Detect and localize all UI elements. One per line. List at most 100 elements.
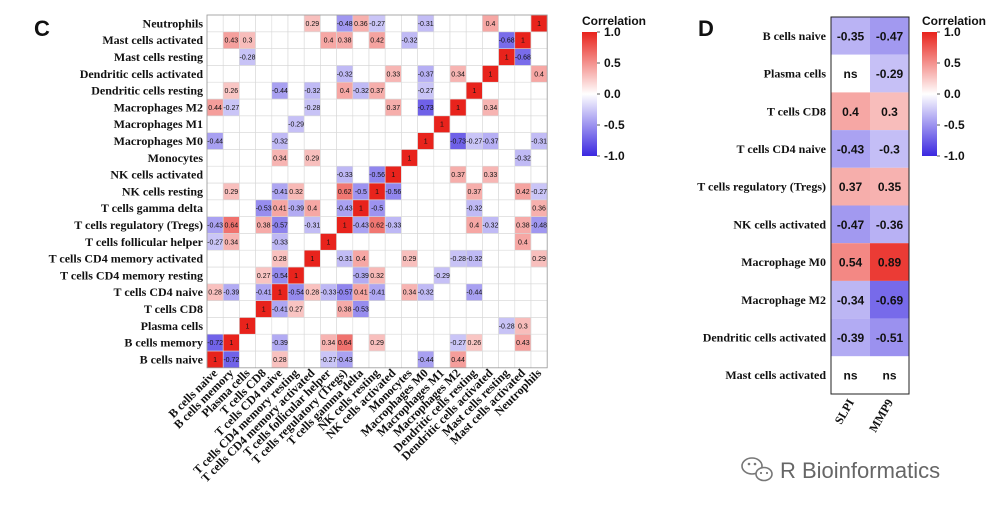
cell-value-label: -0.54 (272, 273, 288, 280)
cell-value-label: -0.31 (418, 21, 434, 28)
cell-value-label: ns (843, 67, 857, 81)
heatmap-cell (433, 98, 451, 117)
heatmap-cell (498, 149, 516, 167)
heatmap-cell (498, 199, 516, 217)
heatmap-cell (368, 350, 386, 369)
heatmap-cell (287, 31, 305, 49)
heatmap-cell (271, 31, 289, 49)
heatmap-cell (352, 98, 370, 117)
heatmap-cell (336, 48, 354, 66)
heatmap-cell (255, 350, 273, 369)
cell-value-label: 1 (213, 357, 217, 364)
cell-value-label: 1 (310, 256, 314, 263)
cell-value-label: 0.28 (305, 290, 319, 297)
heatmap-cell (498, 165, 516, 184)
cell-value-label: 1 (278, 290, 282, 297)
heatmap-cell (368, 48, 386, 66)
heatmap-cell (831, 92, 870, 131)
cell-value-label: 1 (456, 105, 460, 112)
cell-value-label: -0.33 (337, 172, 353, 179)
heatmap-cell (255, 182, 273, 201)
heatmap-cell (206, 300, 224, 318)
heatmap-cell (336, 317, 354, 335)
heatmap-cell (514, 249, 532, 268)
heatmap-cell (498, 98, 516, 117)
heatmap-cell (303, 350, 321, 369)
heatmap-cell (206, 48, 224, 66)
heatmap-cell (530, 48, 548, 66)
heatmap-cell (352, 65, 370, 83)
heatmap-cell (303, 233, 321, 251)
legend-tick-label: 0.0 (944, 87, 961, 101)
cell-value-label: -0.73 (450, 139, 466, 146)
cell-value-label: 0.29 (403, 256, 417, 263)
legend-tick-label: -0.5 (944, 118, 965, 132)
cell-value-label: 1 (424, 139, 428, 146)
heatmap-cell (206, 317, 224, 335)
heatmap-cell (303, 132, 321, 150)
heatmap-cell (530, 283, 548, 301)
heatmap-cell (433, 199, 451, 217)
cell-value-label: 0.38 (257, 223, 271, 230)
cell-value-label: 0.3 (881, 105, 898, 119)
heatmap-cell (336, 149, 354, 167)
heatmap-cell (352, 115, 370, 133)
row-label: NK cells activated (733, 217, 826, 231)
heatmap-cell (401, 48, 418, 66)
cell-value-label: -0.56 (369, 172, 385, 179)
heatmap-cell (417, 233, 435, 251)
cell-value-label: -0.44 (272, 88, 288, 95)
heatmap-cell (384, 249, 402, 268)
cell-value-label: -0.27 (418, 88, 434, 95)
cell-value-label: 1 (408, 155, 412, 162)
cell-value-label: -0.28 (304, 105, 320, 112)
cell-value-label: -0.69 (876, 293, 904, 307)
panel-d-letter: D (698, 16, 714, 41)
heatmap-cell (498, 132, 516, 150)
heatmap-cell (222, 132, 240, 150)
heatmap-cell (239, 266, 256, 285)
cell-value-label: 0.62 (370, 223, 384, 230)
heatmap-cell (831, 130, 870, 168)
heatmap-cell (336, 98, 354, 117)
cell-value-label: -0.39 (837, 331, 865, 345)
row-label: B cells naive (140, 352, 204, 366)
legend-tick-label: 0.0 (604, 87, 621, 101)
heatmap-cell (320, 149, 337, 167)
heatmap-cell (287, 165, 305, 184)
heatmap-cell (239, 216, 256, 234)
heatmap-cell (401, 333, 418, 352)
cell-value-label: 0.29 (305, 155, 319, 162)
heatmap-cell (465, 149, 483, 167)
heatmap-cell (352, 149, 370, 167)
cell-value-label: -0.68 (515, 55, 531, 62)
cell-value-label: -0.28 (240, 55, 256, 62)
panel-c: C 1 -0.72 0.28 -0.27 -0.43 -0.44 0.44-0.72 1 -0.… (34, 14, 646, 485)
heatmap-cell (449, 31, 467, 49)
cell-value-label: -0.33 (321, 290, 337, 297)
heatmap-cell (433, 317, 451, 335)
cell-value-label: 0.32 (289, 189, 303, 196)
heatmap-cell (222, 65, 240, 83)
heatmap-cell (255, 115, 273, 133)
heatmap-cell (255, 81, 273, 100)
heatmap-cell (239, 350, 256, 369)
heatmap-cell (417, 266, 435, 285)
cell-value-label: 1 (246, 323, 250, 330)
heatmap-cell (239, 98, 256, 117)
panel-d: D -0.35 -0.47 ns -0.29 0.4 0.3 -0.43 -0.3 0.37 0.… (697, 14, 986, 435)
heatmap-cell (401, 199, 418, 217)
heatmap-cell (368, 115, 386, 133)
cell-value-label: 0.26 (224, 88, 238, 95)
row-label: Dendritic cells activated (703, 330, 827, 344)
heatmap-cell (239, 249, 256, 268)
heatmap-cell (482, 249, 499, 268)
heatmap-cell (530, 165, 548, 184)
cell-value-label: 1 (521, 38, 525, 45)
cell-value-label: 1 (391, 172, 395, 179)
heatmap-cell (206, 199, 224, 217)
heatmap-cell (271, 14, 289, 33)
heatmap-cell (368, 300, 386, 318)
heatmap-cell (287, 233, 305, 251)
heatmap-cell (287, 249, 305, 268)
